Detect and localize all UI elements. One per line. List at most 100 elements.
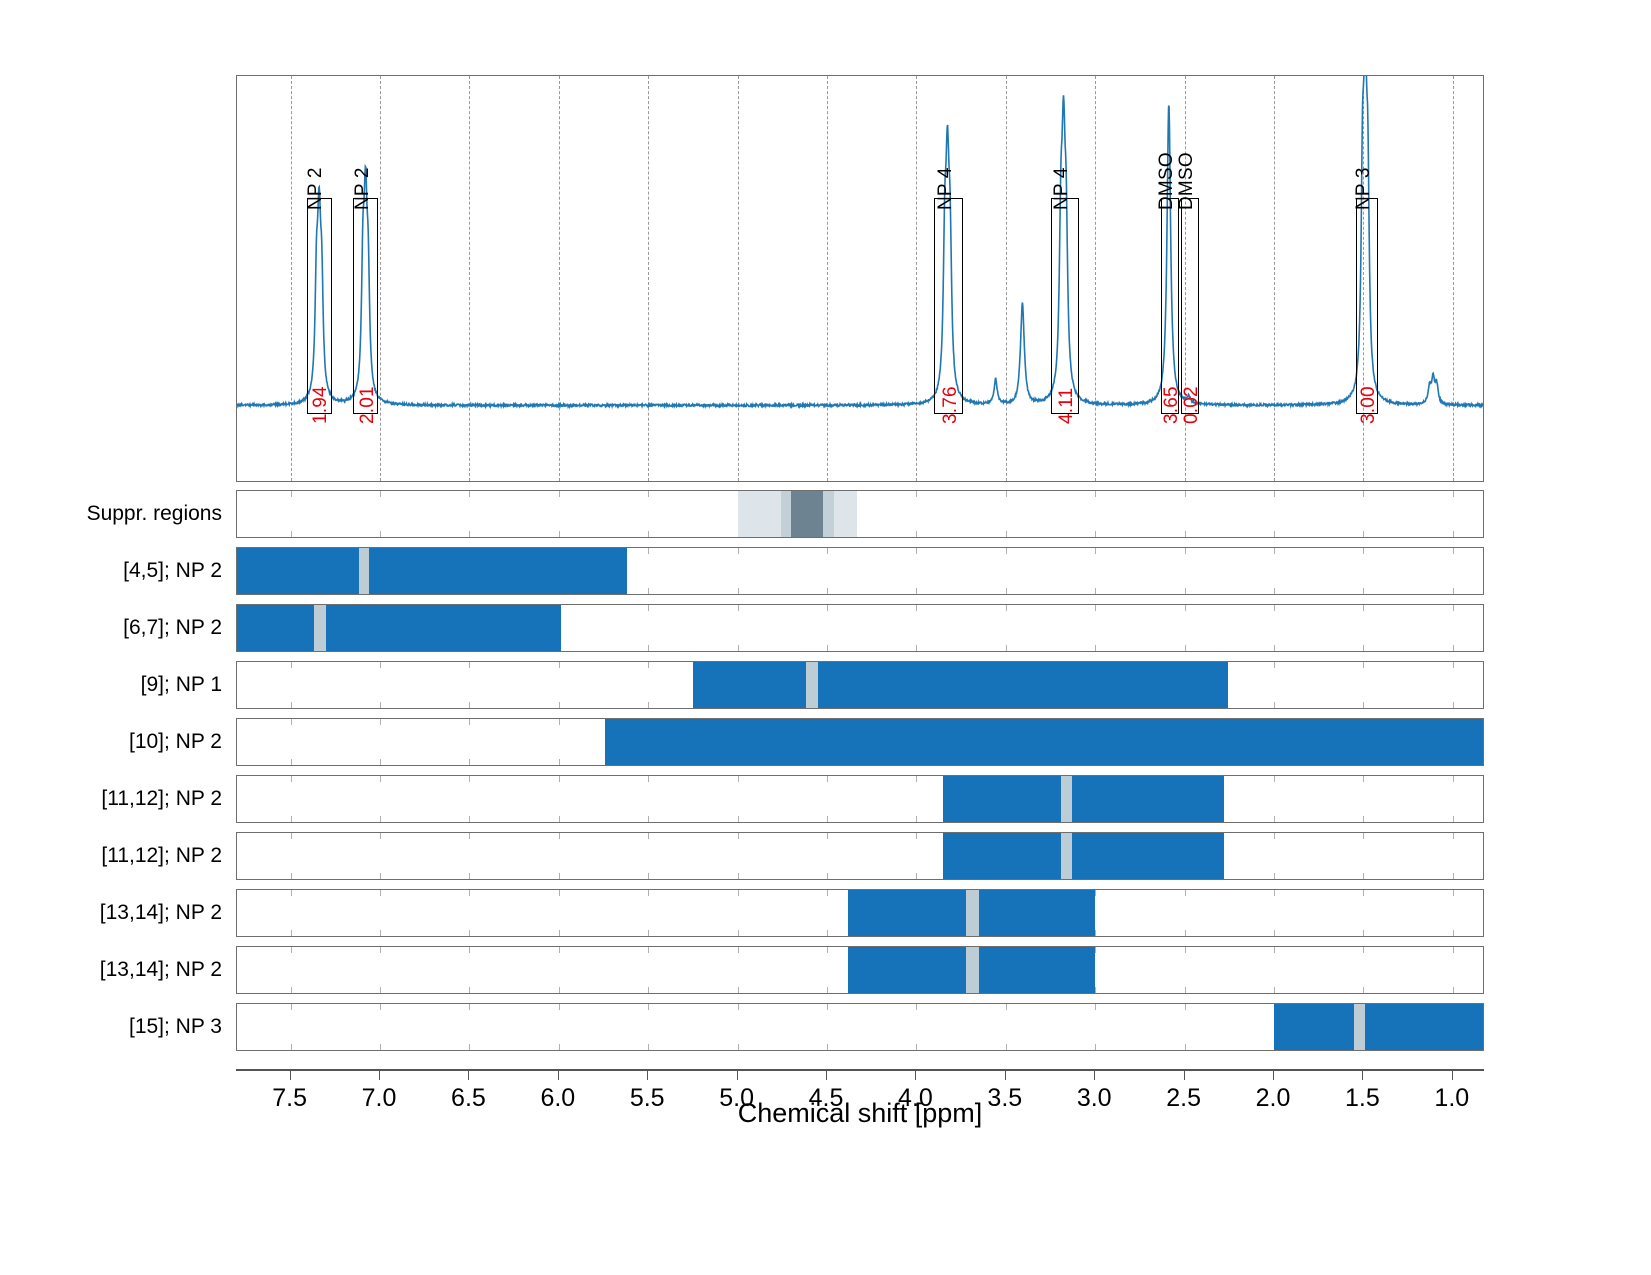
track-tick-bottom (648, 816, 650, 822)
track-tick-bottom (380, 1044, 382, 1050)
track-tick-bottom (827, 1044, 829, 1050)
track-tick-bottom (648, 702, 650, 708)
x-tick-label: 6.5 (451, 1084, 486, 1112)
range-bar[interactable] (1274, 1004, 1483, 1050)
track-tick-top (1452, 548, 1454, 554)
track-tick-bottom (469, 531, 471, 537)
track-tick-top (558, 491, 560, 497)
track-tick-bottom (1274, 816, 1276, 822)
track-tick-top (1005, 491, 1007, 497)
integral-box[interactable] (1356, 198, 1378, 414)
track-tick-bottom (648, 987, 650, 993)
x-tick-label: 2.0 (1255, 1084, 1291, 1112)
integral-box[interactable] (353, 198, 379, 414)
track-label-9: [15]; NP 3 (128, 1015, 222, 1038)
range-bar-gap (1354, 1004, 1366, 1050)
track-tick-bottom (1095, 987, 1097, 993)
suppression-segment (834, 491, 858, 537)
x-tick-label: 3.0 (1076, 1084, 1112, 1112)
track-tick-top (737, 605, 739, 611)
track-tick-top (1274, 605, 1276, 611)
integral-label: NP 2 (305, 167, 327, 210)
track-tick-top (380, 719, 382, 725)
track-tick-bottom (558, 873, 560, 879)
track-tick-top (1184, 605, 1186, 611)
x-tick (1183, 1071, 1185, 1080)
x-tick-label: 6.0 (540, 1084, 576, 1112)
track-tick-top (1452, 833, 1454, 839)
track-panel-3 (236, 661, 1484, 709)
track-tick-bottom (558, 702, 560, 708)
track-tick-top (469, 776, 471, 782)
x-tick-label: 3.5 (987, 1084, 1023, 1112)
integral-box[interactable] (1181, 198, 1199, 414)
track-tick-bottom (1274, 531, 1276, 537)
range-bar-gap (805, 662, 819, 708)
x-tick (1004, 1071, 1006, 1080)
track-tick-bottom (737, 1044, 739, 1050)
track-label-0: Suppr. regions (86, 502, 222, 525)
track-tick-top (827, 548, 829, 554)
track-tick-top (827, 1004, 829, 1010)
integral-box[interactable] (934, 198, 963, 414)
track-tick-top (380, 890, 382, 896)
range-bar[interactable] (943, 776, 1224, 822)
track-tick-top (290, 833, 292, 839)
track-tick-top (916, 776, 918, 782)
range-bar[interactable] (943, 833, 1224, 879)
track-tick-top (648, 662, 650, 668)
track-tick-top (1005, 548, 1007, 554)
gridline-1-5 (1363, 76, 1365, 481)
track-tick-bottom (1363, 702, 1365, 708)
track-tick-top (1095, 947, 1097, 953)
integral-box[interactable] (1161, 198, 1180, 414)
integral-value: 4.11 (1055, 387, 1077, 424)
track-tick-bottom (558, 1044, 560, 1050)
track-tick-top (1452, 890, 1454, 896)
range-bar[interactable] (237, 548, 627, 594)
track-tick-top (648, 890, 650, 896)
integral-box[interactable] (1050, 198, 1080, 414)
track-tick-top (469, 890, 471, 896)
track-tick-top (380, 776, 382, 782)
spectrum-panel: NP 2 1.94 NP 2 2.01 NP 4 3.76 NP 4 4.11 DMSO 3.65… (236, 75, 1484, 482)
range-bar[interactable] (237, 605, 561, 651)
track-label-1: [4,5]; NP 2 (123, 559, 222, 582)
x-tick (647, 1071, 649, 1080)
x-tick (1273, 1071, 1275, 1080)
track-label-7: [13,14]; NP 2 (99, 901, 222, 924)
track-tick-bottom (380, 759, 382, 765)
track-panel-1 (236, 547, 1484, 595)
track-label-2: [6,7]; NP 2 (123, 616, 222, 639)
track-panel-8 (236, 946, 1484, 994)
track-tick-bottom (1095, 531, 1097, 537)
track-tick-bottom (1274, 930, 1276, 936)
track-tick-bottom (380, 816, 382, 822)
track-tick-bottom (290, 987, 292, 993)
integral-box[interactable] (306, 198, 332, 414)
track-tick-bottom (648, 645, 650, 651)
range-bar[interactable] (692, 662, 1228, 708)
track-tick-bottom (916, 645, 918, 651)
track-tick-bottom (1363, 588, 1365, 594)
track-tick-bottom (648, 930, 650, 936)
track-tick-top (469, 491, 471, 497)
track-tick-bottom (380, 987, 382, 993)
track-tick-bottom (916, 531, 918, 537)
range-bar[interactable] (605, 719, 1483, 765)
gridline-5-5 (648, 76, 650, 481)
integral-value: 2.01 (356, 386, 378, 424)
track-tick-bottom (469, 816, 471, 822)
track-tick-bottom (469, 930, 471, 936)
track-tick-bottom (916, 816, 918, 822)
suppression-segment (823, 491, 835, 537)
track-tick-bottom (558, 987, 560, 993)
x-tick-label: 4.0 (898, 1084, 933, 1112)
track-tick-bottom (916, 1044, 918, 1050)
track-tick-bottom (1184, 645, 1186, 651)
track-tick-bottom (1452, 645, 1454, 651)
suppression-segment (791, 491, 824, 537)
track-tick-bottom (1184, 987, 1186, 993)
suppression-segment (737, 491, 781, 537)
